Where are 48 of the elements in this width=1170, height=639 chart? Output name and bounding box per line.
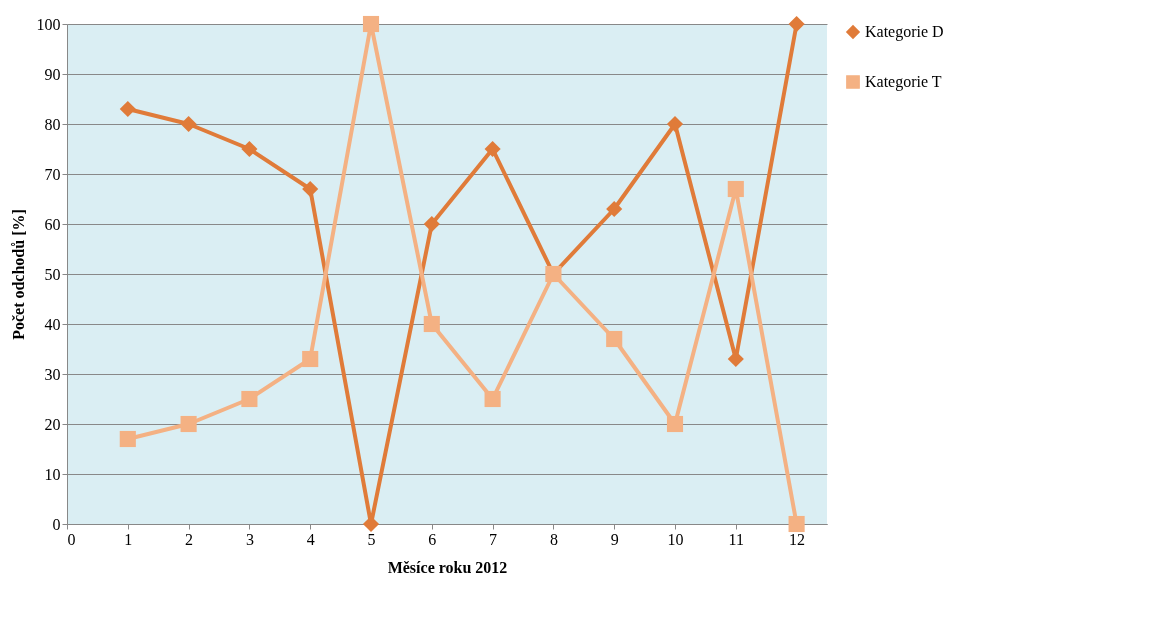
y-tick-label: 70 <box>44 165 61 183</box>
x-tick-label: 2 <box>185 530 194 548</box>
y-tick-label: 90 <box>44 65 61 83</box>
legend-label: Kategorie T <box>865 73 942 91</box>
y-tick-label: 40 <box>44 315 61 333</box>
y-tick-label: 80 <box>44 115 61 133</box>
x-tick-label: 9 <box>610 530 619 548</box>
point <box>484 140 501 158</box>
point <box>484 390 501 408</box>
y-tick-label: 50 <box>44 265 61 283</box>
x-tick-label: 6 <box>428 530 437 548</box>
x-axis-title: Měsíce roku 2012 <box>387 558 508 576</box>
point <box>119 100 136 118</box>
x-tick-label: 11 <box>728 530 744 548</box>
x-tick-label: 5 <box>367 530 376 548</box>
point <box>423 215 440 233</box>
y-tick-label: 0 <box>52 515 61 533</box>
point <box>788 15 805 33</box>
x-tick-label: 1 <box>124 530 133 548</box>
y-tick-label: 100 <box>36 15 61 33</box>
x-tick-label: 10 <box>667 530 684 548</box>
point <box>302 350 319 368</box>
point <box>241 140 258 158</box>
point <box>362 15 380 33</box>
point <box>180 415 197 433</box>
x-tick-label: 3 <box>245 530 254 548</box>
y-axis-title: Počet odchodů [%] <box>9 209 27 340</box>
point <box>606 330 623 348</box>
point <box>119 430 136 448</box>
y-tick-label: 20 <box>44 415 61 433</box>
y-tick-label: 30 <box>44 365 61 383</box>
point <box>180 115 197 133</box>
y-tick-label: 60 <box>44 215 61 233</box>
point <box>788 515 805 533</box>
x-tick-label: 0 <box>67 530 76 548</box>
point <box>423 315 440 333</box>
x-tick-label: 8 <box>549 530 558 548</box>
y-tick-label: 10 <box>44 465 61 483</box>
point <box>666 115 684 133</box>
x-tick-label: 12 <box>789 530 806 548</box>
point <box>606 200 623 218</box>
point <box>302 180 319 198</box>
x-tick-label: 7 <box>489 530 498 548</box>
point <box>666 415 684 433</box>
point <box>241 390 258 408</box>
x-tick-label: 4 <box>306 530 315 548</box>
point <box>727 180 744 198</box>
legend-label: Kategorie D <box>865 23 944 41</box>
